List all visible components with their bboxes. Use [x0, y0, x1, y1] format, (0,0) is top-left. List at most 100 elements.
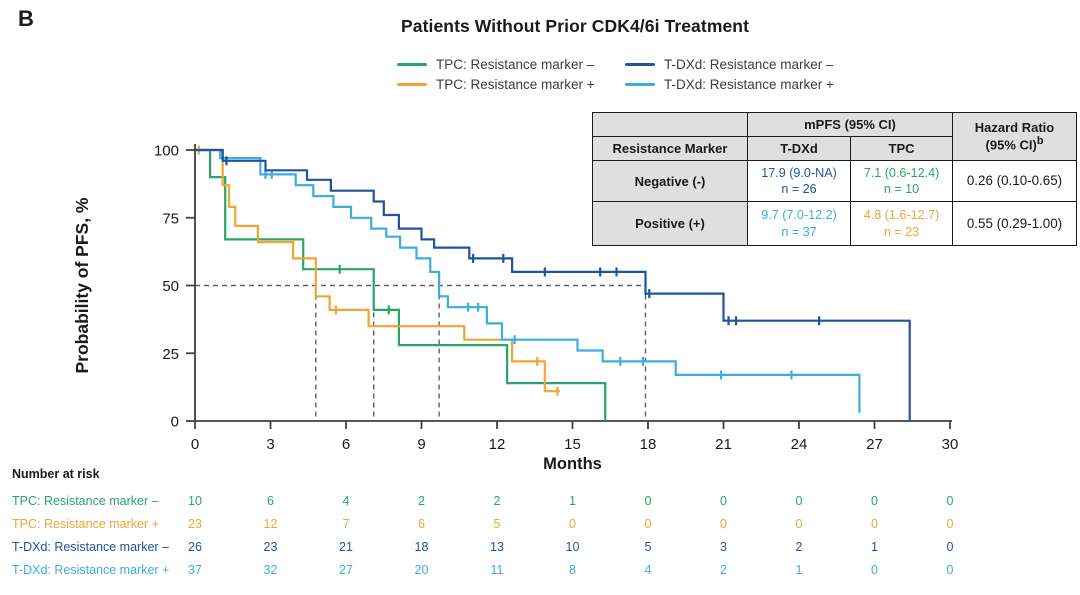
legend-label: TPC: Resistance marker + [436, 77, 595, 92]
risk-count: 23 [263, 540, 278, 554]
risk-count: 2 [493, 494, 501, 508]
risk-count: 27 [339, 563, 353, 577]
risk-count: 0 [720, 494, 727, 508]
risk-count: 3 [720, 540, 727, 554]
legend-item: T-DXd: Resistance marker – [625, 57, 834, 72]
legend-line-swatch [625, 62, 655, 67]
y-axis-tick-label: 50 [162, 278, 179, 295]
km-curve-tdxd_pos [195, 148, 861, 413]
mpfs-summary-table: mPFS (95% CI) Hazard Ratio (95% CI)b Res… [592, 112, 1077, 246]
x-axis-tick-label: 15 [564, 436, 581, 453]
x-axis-title: Months [543, 455, 602, 473]
risk-count: 2 [720, 563, 727, 577]
risk-count: 2 [418, 494, 425, 508]
x-axis-tick-label: 24 [791, 436, 808, 453]
km-curve-tpc_pos [195, 148, 560, 393]
risk-count: 20 [414, 563, 429, 577]
risk-count: 0 [871, 563, 878, 577]
y-axis-tick-label: 0 [171, 414, 179, 431]
x-axis-tick-label: 18 [640, 436, 657, 453]
hazard-ratio-positive: 0.55 (0.29-1.00) [952, 201, 1077, 246]
risk-count: 0 [946, 540, 954, 554]
x-axis-tick-label: 12 [489, 436, 506, 453]
tdxd-negative-mpfs: 17.9 (9.0-NA) n = 26 [747, 160, 851, 202]
risk-count: 4 [644, 563, 652, 577]
risk-count: 13 [490, 540, 504, 554]
table-corner-cell [592, 112, 748, 137]
risk-count: 0 [569, 517, 576, 531]
y-axis-tick-label: 75 [162, 210, 179, 227]
table-row-positive: Positive (+) 9.7 (7.0-12.2) n = 37 4.8 (1… [592, 201, 1077, 246]
km-curve-tdxd_neg [195, 148, 911, 421]
risk-count: 2 [795, 540, 803, 554]
risk-count: 6 [418, 517, 425, 531]
risk-count: 37 [188, 563, 202, 577]
risk-row: TPC: Resistance marker + 23 12 7 6 5 0 0 0 0 0 0 [0, 517, 1080, 531]
risk-count: 7 [342, 517, 350, 531]
risk-row: T-DXd: Resistance marker + 37 32 27 20 11 8 4 2 1… [0, 563, 1080, 577]
chart-legend: TPC: Resistance marker – T-DXd: Resistanc… [397, 57, 834, 92]
risk-count: 0 [795, 494, 803, 508]
risk-count: 21 [339, 540, 353, 554]
x-axis-tick-label: 27 [866, 436, 883, 453]
risk-count: 10 [565, 540, 580, 554]
risk-row: T-DXd: Resistance marker –26 23 21 18 13 10 5 3… [0, 540, 1080, 554]
risk-count: 0 [644, 494, 652, 508]
risk-count: 32 [263, 563, 278, 577]
risk-count: 0 [871, 517, 878, 531]
x-axis-tick-label: 21 [715, 436, 732, 453]
legend-item: T-DXd: Resistance marker + [625, 77, 834, 92]
hazard-ratio-header: Hazard Ratio (95% CI)b [952, 112, 1077, 161]
x-axis-tick-label: 0 [191, 436, 199, 453]
tdxd-column-header: T-DXd [747, 136, 851, 161]
risk-count: 8 [569, 563, 576, 577]
risk-count: 5 [644, 540, 652, 554]
risk-count: 6 [267, 494, 274, 508]
y-axis-title: Probability of PFS, % [72, 197, 92, 373]
risk-count: 1 [795, 563, 803, 577]
risk-count: 0 [946, 494, 954, 508]
hazard-ratio-negative: 0.26 (0.10-0.65) [952, 160, 1077, 202]
legend-label: T-DXd: Resistance marker + [664, 77, 834, 92]
km-plot: 0 25 50 75 100 0 3 6 9 12 15 18 21 24 27 30 Months Probab… [72, 143, 959, 474]
x-axis-tick-label: 3 [266, 436, 274, 453]
risk-count: 26 [188, 540, 202, 554]
tpc-positive-mpfs: 4.8 (1.6-12.7) n = 23 [850, 201, 953, 246]
risk-count: 0 [720, 517, 727, 531]
risk-count: 0 [946, 517, 954, 531]
risk-count: 0 [644, 517, 652, 531]
y-axis-tick-label: 100 [154, 143, 179, 160]
panel-label: B [18, 6, 34, 31]
resistance-marker-header: Resistance Marker [592, 136, 748, 161]
risk-count: 0 [946, 563, 954, 577]
tpc-column-header: TPC [850, 136, 953, 161]
risk-count: 11 [490, 563, 504, 577]
x-axis-tick-label: 6 [342, 436, 350, 453]
tpc-negative-mpfs: 7.1 (0.6-12.4) n = 10 [850, 160, 953, 202]
legend-item: TPC: Resistance marker + [397, 77, 625, 92]
legend-label: TPC: Resistance marker – [436, 57, 595, 72]
risk-row: TPC: Resistance marker –10 6 4 2 2 1 0 0 0 0 0 [0, 494, 1080, 508]
y-axis-tick-label: 25 [162, 346, 179, 363]
risk-count: 18 [414, 540, 429, 554]
risk-count: 5 [493, 517, 501, 531]
x-axis-tick-label: 9 [417, 436, 425, 453]
risk-count: 23 [188, 517, 202, 531]
number-at-risk-title: Number at risk [12, 467, 100, 481]
legend-label: T-DXd: Resistance marker – [664, 57, 834, 72]
x-axis-tick-label: 30 [942, 436, 959, 453]
risk-count: 0 [871, 494, 878, 508]
risk-count: 10 [188, 494, 202, 508]
risk-row-label: TPC: Resistance marker – [12, 494, 159, 508]
table-row-negative: Negative (-) 17.9 (9.0-NA) n = 26 7.1 (0.… [592, 160, 1077, 202]
risk-row-label: TPC: Resistance marker + [12, 517, 159, 531]
chart-title: Patients Without Prior CDK4/6i Treatment [400, 16, 750, 36]
km-curve-tpc_neg [195, 148, 607, 421]
legend-item: TPC: Resistance marker – [397, 57, 625, 72]
risk-row-label: T-DXd: Resistance marker – [12, 540, 169, 554]
risk-row-label: T-DXd: Resistance marker + [12, 563, 170, 577]
tdxd-positive-mpfs: 9.7 (7.0-12.2) n = 37 [747, 201, 851, 246]
risk-count: 1 [871, 540, 878, 554]
marker-negative-label: Negative (-) [592, 160, 748, 202]
